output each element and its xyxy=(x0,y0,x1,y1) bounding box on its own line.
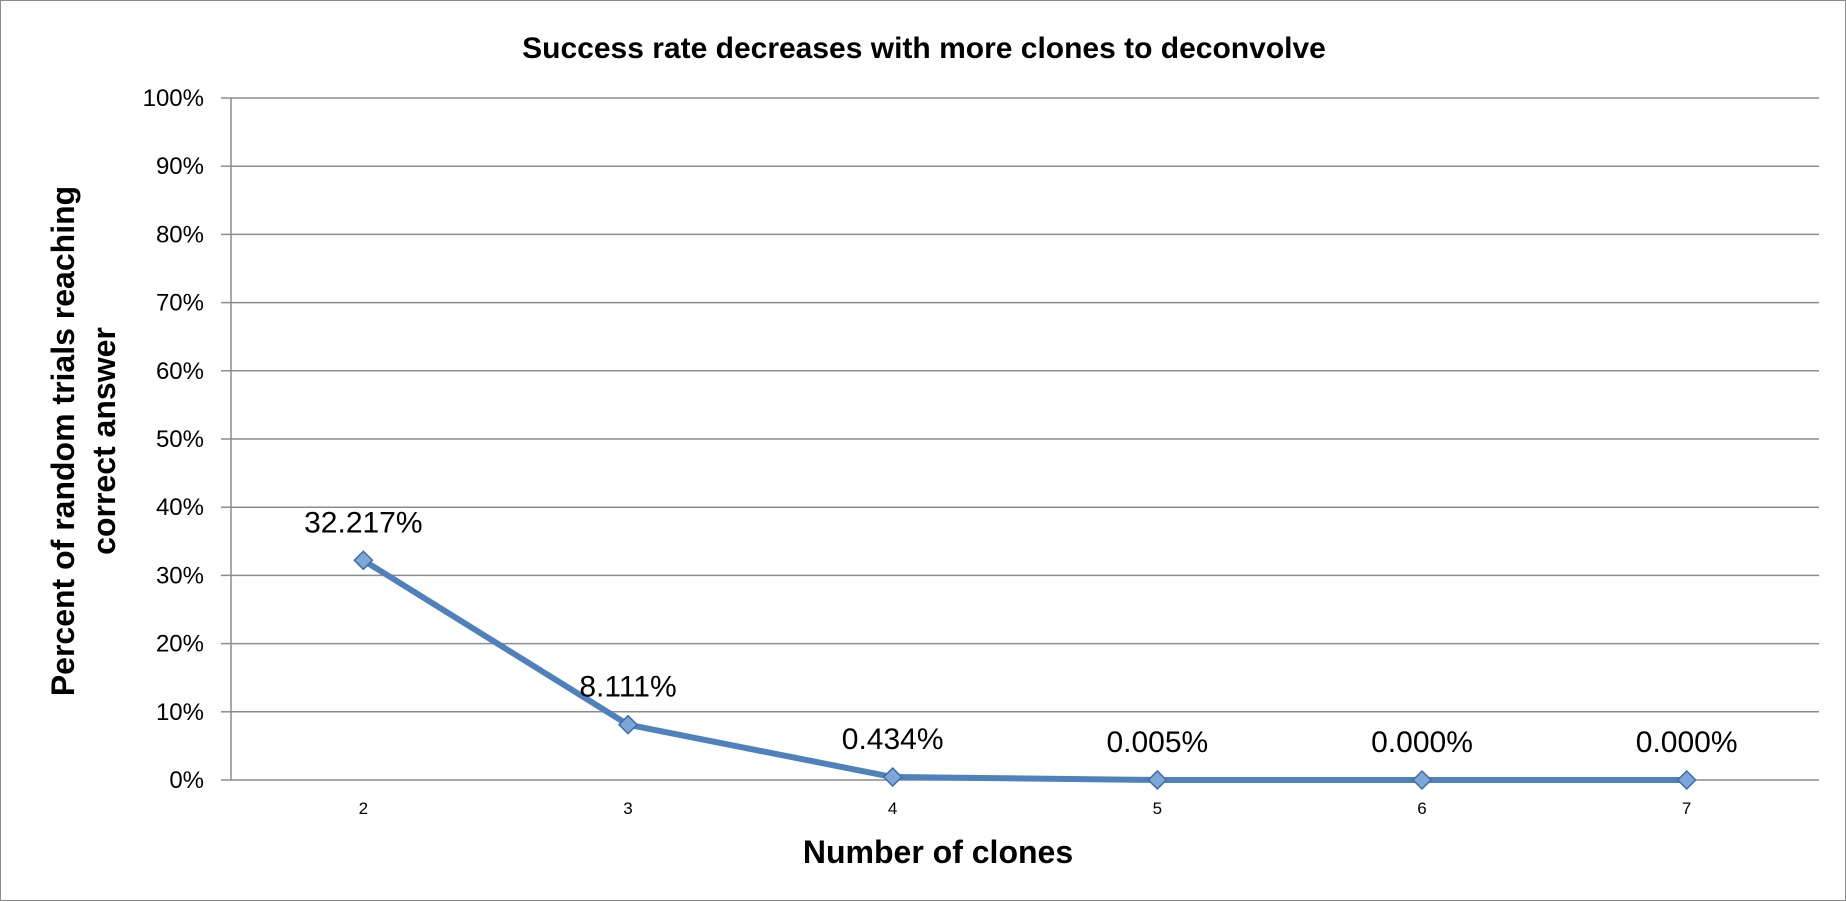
series-line-0 xyxy=(360,557,1690,783)
data-point-5 xyxy=(1147,769,1168,791)
y-tick-label-9: 90% xyxy=(156,153,204,180)
gridlines xyxy=(221,97,1819,781)
y-tick-label-5: 50% xyxy=(156,426,204,453)
data-point-6 xyxy=(1411,769,1433,791)
y-tick-label-4: 40% xyxy=(156,494,204,521)
data-labels: 32.217% 8.111% 0.434% 0.005% 0.000% 0.000% xyxy=(304,506,1737,759)
y-tick-label-7: 70% xyxy=(156,290,204,317)
data-point-4 xyxy=(882,766,903,788)
y-tick-label-1: 10% xyxy=(156,699,204,726)
data-point-2 xyxy=(353,550,374,571)
y-tick-label-6: 60% xyxy=(156,358,204,385)
x-tick-label-3: 3 xyxy=(623,799,632,818)
data-label-2: 32.217% xyxy=(304,506,422,539)
y-tick-label-2: 20% xyxy=(156,631,204,658)
data-point-7 xyxy=(1676,769,1697,791)
y-tick-label-3: 30% xyxy=(156,562,204,589)
y-axis-title: Percent of random trials reaching correc… xyxy=(45,186,122,696)
y-axis-title-line-1: Percent of random trials reaching xyxy=(45,186,81,696)
x-axis-title: Number of clones xyxy=(803,834,1073,870)
data-label-5: 0.005% xyxy=(1106,726,1208,759)
y-axis-title-line-2: correct answer xyxy=(86,327,122,555)
y-tick-label-10: 100% xyxy=(143,85,204,112)
y-tick-label-8: 80% xyxy=(156,221,204,248)
series-line-group xyxy=(353,550,1697,791)
y-tick-label-0: 0% xyxy=(169,767,204,794)
data-label-6: 0.000% xyxy=(1371,726,1473,759)
y-tick-labels: 0% 10% 20% 30% 40% 50% 60% 70% 80% 90% 100% xyxy=(143,85,204,794)
x-tick-label-5: 5 xyxy=(1153,799,1162,818)
x-tick-label-6: 6 xyxy=(1417,799,1426,818)
data-label-4: 0.434% xyxy=(842,723,944,756)
x-tick-label-4: 4 xyxy=(888,799,897,818)
x-tick-labels: 2 3 4 5 6 7 xyxy=(359,799,1692,818)
x-tick-label-2: 2 xyxy=(359,799,368,818)
data-label-7: 0.000% xyxy=(1636,726,1738,759)
x-tick-label-7: 7 xyxy=(1682,799,1691,818)
data-point-3 xyxy=(617,714,639,735)
chart-title: Success rate decreases with more clones … xyxy=(522,32,1326,65)
data-label-3: 8.111% xyxy=(579,671,676,704)
